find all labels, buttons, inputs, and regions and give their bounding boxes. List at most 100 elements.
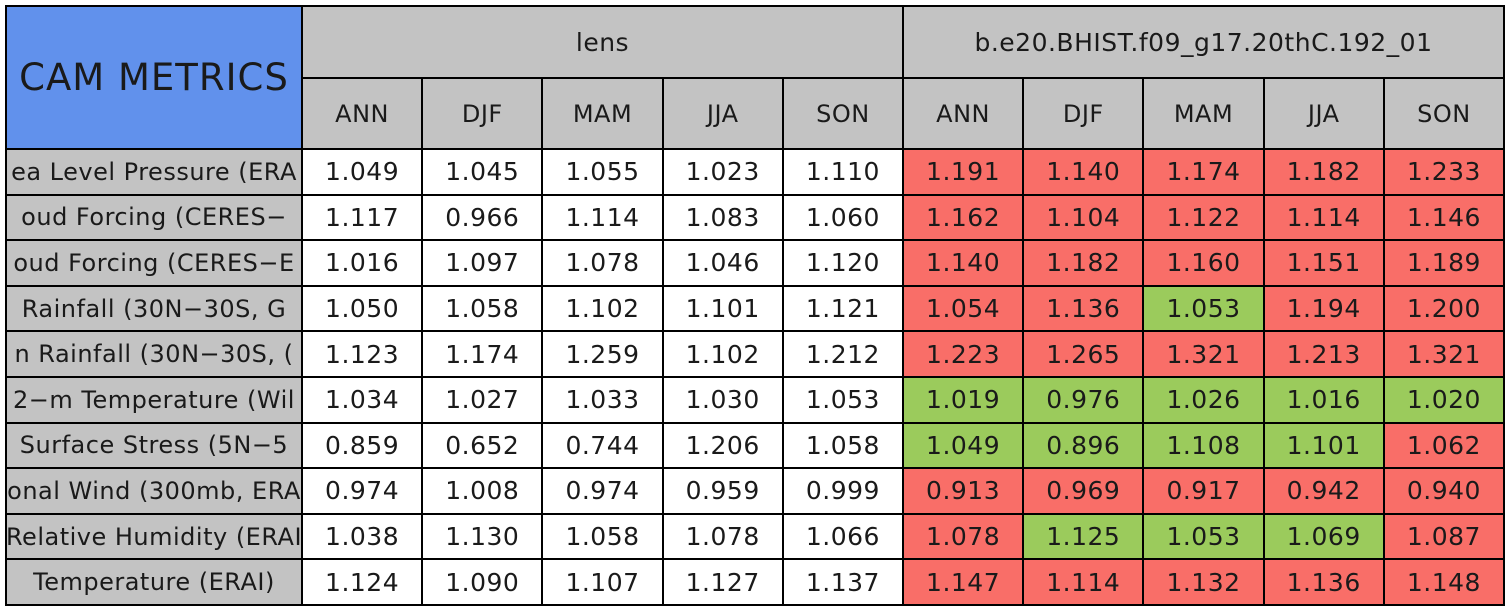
lens-value-cell: 1.174 — [423, 332, 542, 376]
lens-value-cell: 1.110 — [783, 150, 902, 194]
case-value-cell: 1.140 — [903, 241, 1023, 285]
lens-value-cell: 1.114 — [543, 195, 662, 240]
case-value-cell: 1.233 — [1384, 150, 1503, 194]
case-value-cell: 0.917 — [1144, 469, 1263, 513]
row-label: oud Forcing (CERES−E — [7, 241, 301, 285]
case-value-cell: 1.200 — [1384, 286, 1503, 331]
case-value-cell: 1.160 — [1144, 241, 1263, 285]
season-header-mam: MAM — [543, 79, 662, 148]
column-group-lens: lens — [303, 7, 902, 77]
lens-value-cell: 1.008 — [423, 469, 542, 513]
lens-value-cell: 1.066 — [783, 514, 902, 559]
case-value-cell: 1.020 — [1384, 377, 1503, 422]
case-value-cell: 1.194 — [1264, 286, 1383, 331]
lens-value-cell: 1.016 — [303, 241, 422, 285]
lens-value-cell: 1.078 — [663, 514, 782, 559]
case-value-cell: 1.122 — [1144, 195, 1263, 240]
case-value-cell: 0.976 — [1024, 377, 1143, 422]
season-header-jja: JJA — [663, 79, 782, 148]
case-value-cell: 1.114 — [1024, 560, 1143, 604]
lens-value-cell: 0.974 — [543, 469, 662, 513]
lens-value-cell: 1.027 — [423, 377, 542, 422]
case-value-cell: 1.162 — [903, 195, 1023, 240]
lens-value-cell: 1.102 — [663, 332, 782, 376]
case-value-cell: 1.321 — [1384, 332, 1503, 376]
season-header-djf: DJF — [423, 79, 542, 148]
row-label: oud Forcing (CERES− — [7, 195, 301, 240]
case-value-cell: 1.136 — [1264, 560, 1383, 604]
lens-value-cell: 1.212 — [783, 332, 902, 376]
case-value-cell: 0.913 — [903, 469, 1023, 513]
case-value-cell: 1.191 — [903, 150, 1023, 194]
lens-value-cell: 1.046 — [663, 241, 782, 285]
case-value-cell: 0.969 — [1024, 469, 1143, 513]
case-value-cell: 1.114 — [1264, 195, 1383, 240]
case-value-cell: 0.940 — [1384, 469, 1503, 513]
case-value-cell: 1.146 — [1384, 195, 1503, 240]
lens-value-cell: 1.124 — [303, 560, 422, 604]
case-value-cell: 1.087 — [1384, 514, 1503, 559]
column-group-case: b.e20.BHIST.f09_g17.20thC.192_01 — [903, 7, 1503, 77]
lens-value-cell: 1.078 — [543, 241, 662, 285]
case-value-cell: 1.026 — [1144, 377, 1263, 422]
lens-value-cell: 1.130 — [423, 514, 542, 559]
lens-value-cell: 0.959 — [663, 469, 782, 513]
row-label: Rainfall (30N−30S, G — [7, 286, 301, 331]
case-value-cell: 1.019 — [903, 377, 1023, 422]
case-value-cell: 1.049 — [903, 423, 1023, 468]
case-value-cell: 1.182 — [1024, 241, 1143, 285]
season-header-ann: ANN — [903, 79, 1023, 148]
lens-value-cell: 1.055 — [543, 150, 662, 194]
lens-value-cell: 1.023 — [663, 150, 782, 194]
lens-value-cell: 1.107 — [543, 560, 662, 604]
row-label: 2−m Temperature (Wil — [7, 377, 301, 422]
lens-value-cell: 1.206 — [663, 423, 782, 468]
table-title: CAM METRICS — [7, 7, 301, 148]
lens-value-cell: 1.033 — [543, 377, 662, 422]
case-value-cell: 1.148 — [1384, 560, 1503, 604]
case-value-cell: 1.136 — [1024, 286, 1143, 331]
case-value-cell: 1.151 — [1264, 241, 1383, 285]
lens-value-cell: 1.123 — [303, 332, 422, 376]
lens-value-cell: 1.038 — [303, 514, 422, 559]
case-value-cell: 1.053 — [1144, 514, 1263, 559]
lens-value-cell: 0.652 — [423, 423, 542, 468]
row-label: n Rainfall (30N−30S, ( — [7, 332, 301, 376]
lens-value-cell: 0.966 — [423, 195, 542, 240]
lens-value-cell: 1.058 — [543, 514, 662, 559]
lens-value-cell: 1.053 — [783, 377, 902, 422]
lens-value-cell: 1.097 — [423, 241, 542, 285]
lens-value-cell: 1.058 — [423, 286, 542, 331]
lens-value-cell: 0.974 — [303, 469, 422, 513]
season-header-djf: DJF — [1024, 79, 1143, 148]
season-header-ann: ANN — [303, 79, 422, 148]
case-value-cell: 1.054 — [903, 286, 1023, 331]
lens-value-cell: 1.117 — [303, 195, 422, 240]
lens-value-cell: 1.030 — [663, 377, 782, 422]
lens-value-cell: 1.102 — [543, 286, 662, 331]
case-value-cell: 1.069 — [1264, 514, 1383, 559]
lens-value-cell: 1.101 — [663, 286, 782, 331]
case-value-cell: 1.062 — [1384, 423, 1503, 468]
lens-value-cell: 1.090 — [423, 560, 542, 604]
case-value-cell: 1.147 — [903, 560, 1023, 604]
case-value-cell: 0.942 — [1264, 469, 1383, 513]
case-value-cell: 1.265 — [1024, 332, 1143, 376]
case-value-cell: 1.321 — [1144, 332, 1263, 376]
lens-value-cell: 1.083 — [663, 195, 782, 240]
case-value-cell: 1.078 — [903, 514, 1023, 559]
case-value-cell: 1.104 — [1024, 195, 1143, 240]
case-value-cell: 1.174 — [1144, 150, 1263, 194]
season-header-son: SON — [1384, 79, 1503, 148]
row-label: ea Level Pressure (ERA — [7, 150, 301, 194]
case-value-cell: 1.182 — [1264, 150, 1383, 194]
row-label: onal Wind (300mb, ERA — [7, 469, 301, 513]
case-value-cell: 1.101 — [1264, 423, 1383, 468]
case-value-cell: 1.140 — [1024, 150, 1143, 194]
case-value-cell: 1.189 — [1384, 241, 1503, 285]
season-header-mam: MAM — [1144, 79, 1263, 148]
lens-value-cell: 0.859 — [303, 423, 422, 468]
lens-value-cell: 1.259 — [543, 332, 662, 376]
lens-value-cell: 0.744 — [543, 423, 662, 468]
lens-value-cell: 1.050 — [303, 286, 422, 331]
